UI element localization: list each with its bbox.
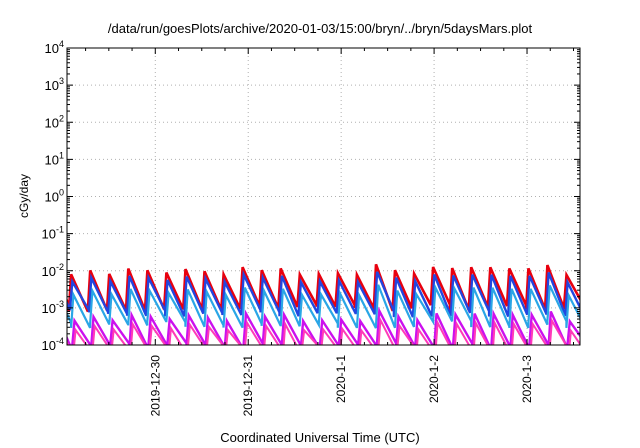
y-axis-label: cGy/day xyxy=(17,173,31,219)
y-tick-label: 10-2 xyxy=(42,262,64,279)
y-tick-label: 10-1 xyxy=(42,225,64,242)
y-tick-label: 10-3 xyxy=(42,299,64,316)
x-tick-label: 2020-1-3 xyxy=(520,355,534,403)
series-line-3 xyxy=(67,306,580,345)
x-tick-label: 2019-12-30 xyxy=(148,355,162,417)
x-tick-label: 2020-1-1 xyxy=(334,355,348,403)
y-tick-label: 10-4 xyxy=(42,336,64,353)
y-tick-label: 103 xyxy=(45,76,64,93)
series-line-2 xyxy=(67,283,580,329)
x-axis-label: Coordinated Universal Time (UTC) xyxy=(220,430,420,445)
x-tick-label: 2020-1-2 xyxy=(427,355,441,403)
y-tick-label: 101 xyxy=(45,150,64,167)
chart-title: /data/run/goesPlots/archive/2020-01-03/1… xyxy=(107,21,533,36)
y-tick-label: 100 xyxy=(45,188,64,205)
series-line-0 xyxy=(67,263,580,313)
y-tick-label: 104 xyxy=(45,39,64,56)
series-line-1 xyxy=(67,269,580,318)
x-tick-label: 2019-12-31 xyxy=(241,355,255,417)
series-group xyxy=(67,263,580,345)
y-tick-label: 102 xyxy=(45,113,64,130)
